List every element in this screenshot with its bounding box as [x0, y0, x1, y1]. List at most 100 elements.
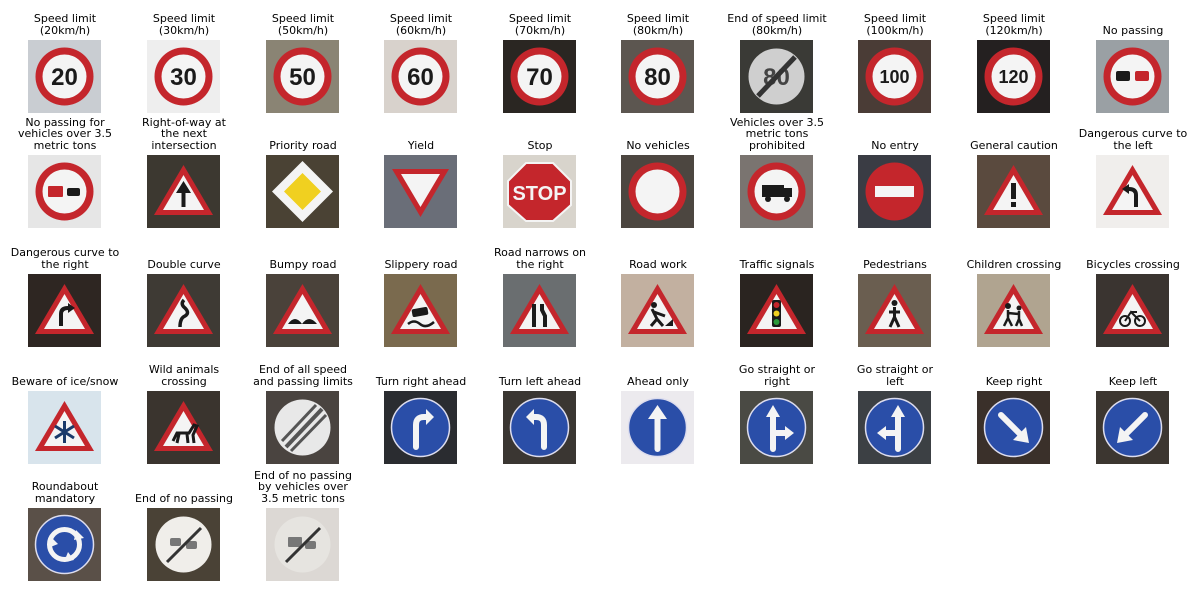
sign-cell: Keep left: [1078, 351, 1188, 464]
sign-cell: No vehicles: [603, 115, 713, 228]
sign-cell: End of speed limit (80km/h) 80: [722, 0, 832, 113]
sign-graphic: STOP: [507, 162, 572, 222]
sign-graphic: [628, 284, 687, 334]
sign-image: [28, 391, 101, 464]
sign-cell: Turn right ahead: [366, 351, 476, 464]
sign-image: [266, 391, 339, 464]
sign-title: Turn left ahead: [498, 374, 582, 388]
sign-title: Slippery road: [384, 257, 458, 271]
sign-image: 120: [977, 40, 1050, 113]
sign-image: [503, 274, 576, 347]
sign-graphic: [34, 514, 95, 575]
sign-image: [1096, 391, 1169, 464]
sign-title: End of no passing by vehicles over 3.5 m…: [254, 468, 352, 505]
sign-cell: Go straight or left: [840, 351, 950, 464]
sign-image: [977, 391, 1050, 464]
sign-image: 30: [147, 40, 220, 113]
sign-image: [384, 391, 457, 464]
sign-image: [858, 274, 931, 347]
sign-cell: Stop STOP: [485, 115, 595, 228]
sign-image: [28, 274, 101, 347]
sign-title: Speed limit (100km/h): [863, 12, 927, 37]
sign-graphic: 100: [865, 47, 924, 106]
sign-graphic: [1102, 397, 1163, 458]
sign-title: Right-of-way at the next intersection: [142, 115, 226, 152]
sign-graphic: [747, 284, 806, 334]
sign-graphic: [1103, 284, 1162, 334]
sign-image: [266, 274, 339, 347]
sign-image: [147, 391, 220, 464]
sign-cell: Children crossing: [959, 234, 1069, 347]
sign-title: No passing: [1102, 23, 1164, 37]
sign-graphic: [746, 397, 807, 458]
sign-graphic: [1103, 165, 1162, 215]
sign-image: [1096, 274, 1169, 347]
sign-graphic: 60: [391, 47, 450, 106]
sign-cell: Dangerous curve to the left: [1078, 115, 1188, 228]
sign-cell: Speed limit (60km/h) 60: [366, 0, 476, 113]
sign-cell: Road narrows on the right: [485, 234, 595, 347]
sign-title: Priority road: [269, 138, 337, 152]
sign-cell: Right-of-way at the next intersection: [129, 115, 239, 228]
sign-image: 60: [384, 40, 457, 113]
sign-graphic: [984, 284, 1043, 334]
sign-cell: Vehicles over 3.5 metric tons prohibited: [722, 115, 832, 228]
sign-title: Pedestrians: [863, 257, 927, 271]
sign-graphic: 20: [35, 47, 94, 106]
svg-text:50: 50: [289, 64, 316, 91]
sign-graphic: 50: [273, 47, 332, 106]
sign-title: Wild animals crossing: [148, 363, 220, 388]
sign-graphic: [272, 161, 333, 222]
sign-cell: General caution: [959, 115, 1069, 228]
sign-title: Speed limit (20km/h): [33, 12, 97, 37]
sign-graphic: [390, 397, 451, 458]
sign-cell: Pedestrians: [840, 234, 950, 347]
sign-graphic: [274, 399, 331, 456]
svg-text:100: 100: [879, 67, 909, 87]
sign-image: [147, 274, 220, 347]
sign-graphic: 80: [628, 47, 687, 106]
sign-image: [740, 391, 813, 464]
sign-graphic: [391, 284, 450, 334]
sign-title: Speed limit (60km/h): [389, 12, 453, 37]
sign-title: General caution: [970, 138, 1058, 152]
sign-cell: Turn left ahead: [485, 351, 595, 464]
sign-image: 80: [740, 40, 813, 113]
sign-image: 70: [503, 40, 576, 113]
sign-title: Dangerous curve to the left: [1078, 127, 1188, 152]
sign-graphic: 70: [510, 47, 569, 106]
sign-title: Traffic signals: [739, 257, 815, 271]
sign-graphic: [627, 397, 688, 458]
sign-title: End of all speed and passing limits: [253, 363, 353, 388]
sign-cell: Yield: [366, 115, 476, 228]
sign-title: Yield: [407, 138, 435, 152]
sign-title: Beware of ice/snow: [11, 374, 119, 388]
sign-title: Speed limit (30km/h): [152, 12, 216, 37]
svg-text:60: 60: [407, 64, 434, 91]
sign-image: [147, 155, 220, 228]
sign-image: [621, 391, 694, 464]
sign-title: Go straight or right: [738, 363, 816, 388]
sign-image: [740, 274, 813, 347]
sign-cell: Beware of ice/snow: [10, 351, 120, 464]
sign-graphic: [273, 284, 332, 334]
sign-cell: Dangerous curve to the right: [10, 234, 120, 347]
sign-image: 50: [266, 40, 339, 113]
sign-cell: Bumpy road: [248, 234, 358, 347]
sign-graphic: [747, 162, 806, 221]
sign-graphic: [154, 284, 213, 334]
sign-cell: Bicycles crossing: [1078, 234, 1188, 347]
sign-title: Speed limit (70km/h): [508, 12, 572, 37]
sign-cell: Road work: [603, 234, 713, 347]
sign-cell: End of no passing: [129, 468, 239, 581]
sign-image: [858, 391, 931, 464]
sign-graphic: [983, 397, 1044, 458]
sign-title: Speed limit (120km/h): [982, 12, 1046, 37]
sign-cell: End of all speed and passing limits: [248, 351, 358, 464]
sign-image: [977, 155, 1050, 228]
sign-title: Roundabout mandatory: [31, 480, 99, 505]
sign-cell: End of no passing by vehicles over 3.5 m…: [248, 468, 358, 581]
sign-title: Go straight or left: [856, 363, 934, 388]
sign-graphic: [274, 516, 331, 573]
sign-image: [858, 155, 931, 228]
